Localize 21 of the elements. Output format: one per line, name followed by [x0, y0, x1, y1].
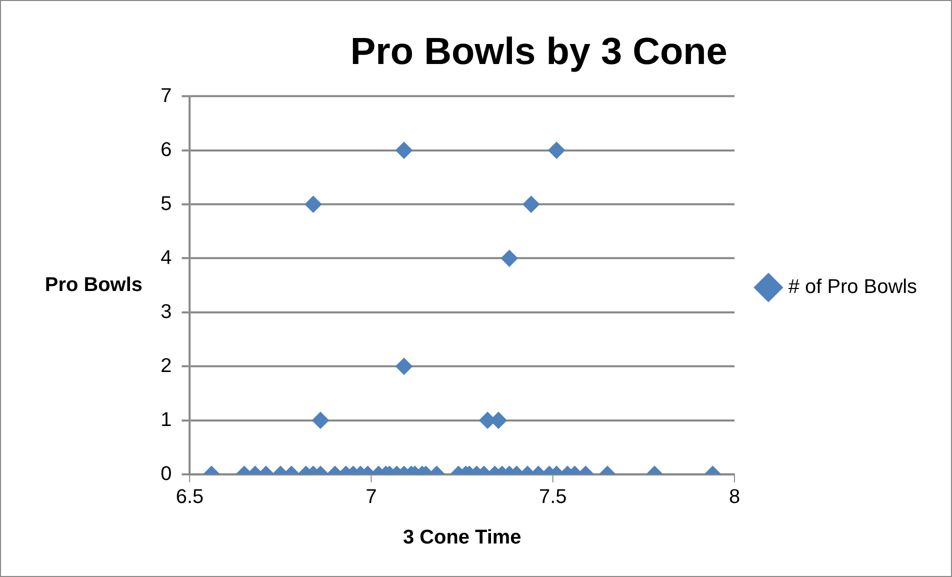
y-tick-label: 4	[160, 246, 172, 269]
y-tick-label: 7	[160, 84, 172, 107]
x-tick-label: 6.5	[176, 486, 204, 508]
x-axis-title: 3 Cone Time	[402, 526, 522, 549]
y-tick-label: 5	[160, 192, 172, 215]
point	[500, 250, 518, 267]
y-tick-label: 3	[160, 300, 172, 323]
x-tick-label: 7	[366, 486, 377, 508]
point	[548, 142, 566, 159]
point	[522, 196, 540, 213]
point	[396, 142, 412, 159]
y-tick-label: 6	[160, 138, 172, 161]
y-tick-label: 2	[160, 354, 172, 377]
x-tick-label: 8	[728, 486, 740, 508]
legend-label: # of Pro Bowls	[788, 276, 918, 298]
chart-title: Pro Bowls by 3 Cone	[350, 31, 728, 74]
y-tick-label: 0	[160, 462, 172, 485]
x-tick-label: 7.5	[539, 486, 567, 508]
y-axis-title: Pro Bowls	[44, 274, 142, 296]
point	[304, 196, 322, 213]
y-tick-label: 1	[160, 408, 172, 431]
